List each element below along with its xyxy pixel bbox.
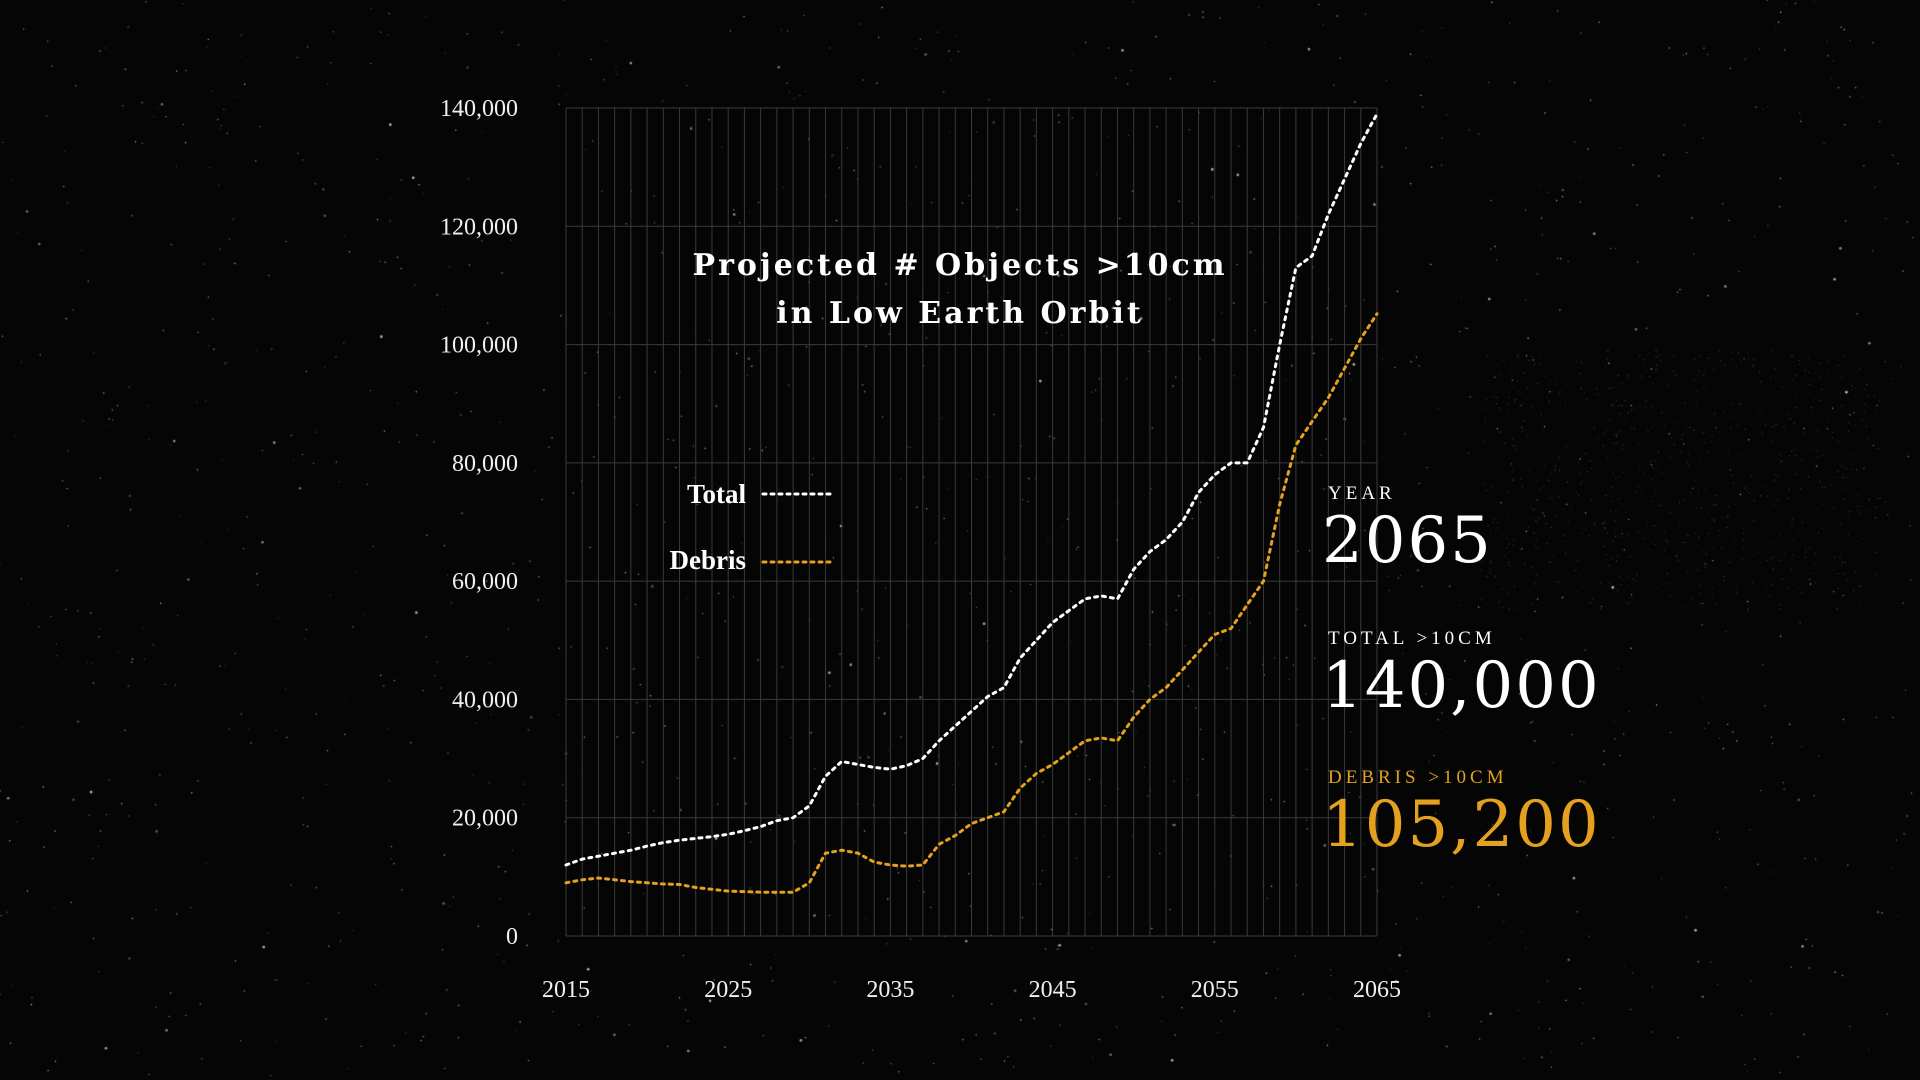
x-tick-label: 2065 bbox=[1353, 977, 1401, 1003]
total-readout: TOTAL >10CM 140,000 bbox=[1322, 629, 1722, 718]
y-tick-label: 120,000 bbox=[440, 214, 518, 240]
y-tick-label: 60,000 bbox=[452, 569, 518, 595]
x-tick-label: 2025 bbox=[704, 977, 752, 1003]
total-label: TOTAL >10CM bbox=[1328, 628, 1496, 649]
debris-label: DEBRIS >10CM bbox=[1328, 767, 1508, 788]
x-tick-label: 2015 bbox=[542, 977, 590, 1003]
year-label: YEAR bbox=[1328, 483, 1396, 504]
chart-title: Projected # Objects >10cm in Low Earth O… bbox=[693, 248, 1228, 331]
debris-value: 105,200 bbox=[1322, 788, 1601, 862]
chart-title-line-2: in Low Earth Orbit bbox=[776, 296, 1143, 331]
x-axis-ticks: 2015 2025 2035 2045 2055 2065 bbox=[542, 977, 1401, 1003]
x-tick-label: 2055 bbox=[1191, 977, 1239, 1003]
year-value: 2065 bbox=[1322, 504, 1493, 578]
legend-label-total: Total bbox=[687, 479, 747, 509]
y-axis-ticks: 0 20,000 40,000 60,000 80,000 100,000 120,000 1… bbox=[440, 96, 518, 950]
x-tick-label: 2035 bbox=[866, 977, 914, 1003]
chart-legend: Total Debris bbox=[670, 479, 835, 575]
readout-panel: YEAR 2065 TOTAL >10CM 140,000 DEBRIS >10… bbox=[1322, 484, 1722, 913]
x-tick-label: 2045 bbox=[1029, 977, 1077, 1003]
legend-label-debris: Debris bbox=[670, 545, 747, 575]
series-line-debris bbox=[564, 312, 1379, 894]
y-tick-label: 100,000 bbox=[440, 333, 518, 359]
chart-grid bbox=[565, 107, 1378, 937]
debris-readout: DEBRIS >10CM 105,200 bbox=[1322, 768, 1722, 857]
chart-series bbox=[564, 112, 1379, 894]
y-tick-label: 140,000 bbox=[440, 96, 518, 122]
year-readout: YEAR 2065 bbox=[1322, 484, 1722, 573]
y-tick-label: 40,000 bbox=[452, 687, 518, 713]
y-tick-label: 0 bbox=[506, 924, 518, 950]
y-tick-label: 20,000 bbox=[452, 806, 518, 832]
series-line-total bbox=[564, 112, 1379, 867]
total-value: 140,000 bbox=[1322, 649, 1601, 723]
chart-title-line-1: Projected # Objects >10cm bbox=[693, 248, 1228, 283]
y-tick-label: 80,000 bbox=[452, 451, 518, 477]
